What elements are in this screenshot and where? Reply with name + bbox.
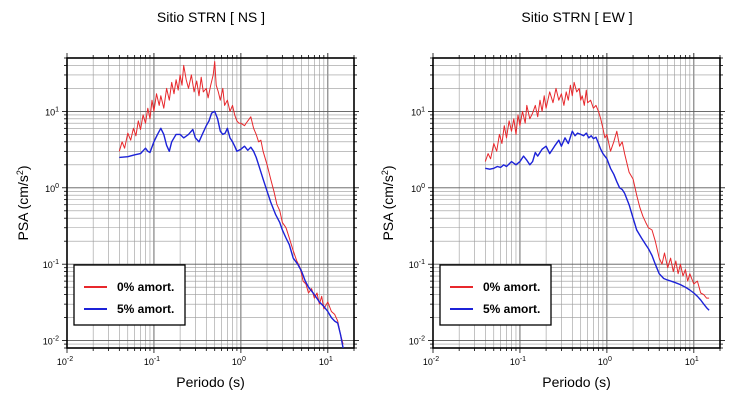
series-line-blue [119, 110, 344, 349]
series-line-red [484, 81, 710, 299]
chart-title: Sitio STRN [ EW ] [521, 9, 632, 25]
y-tick-label: 100 [411, 183, 425, 194]
legend: 0% amort. 5% amort. [73, 264, 186, 326]
legend-label: 5% amort. [117, 302, 174, 316]
legend: 0% amort. 5% amort. [439, 264, 552, 326]
y-tick-label: 10-2 [43, 336, 59, 347]
x-axis-label: Periodo (s) [176, 374, 244, 390]
x-tick-label: 100 [598, 356, 612, 367]
series-line-blue [485, 130, 710, 311]
legend-box [439, 264, 552, 326]
y-axis-label: PSA (cm/s2) [15, 165, 31, 240]
ticks [428, 53, 725, 353]
grid [66, 57, 355, 349]
x-tick-label: 10-2 [423, 356, 439, 367]
x-tick-label: 100 [232, 356, 246, 367]
x-tick-label: 10-1 [144, 356, 160, 367]
legend-label: 0% amort. [117, 280, 174, 294]
y-tick-label: 101 [45, 106, 59, 117]
legend-box [73, 264, 186, 326]
y-tick-label: 10-2 [409, 336, 425, 347]
x-tick-label: 101 [319, 356, 333, 367]
x-tick-label: 10-1 [510, 356, 526, 367]
x-axis-label: Periodo (s) [542, 374, 610, 390]
series-line-red [118, 61, 344, 345]
chart-title: Sitio STRN [ NS ] [157, 9, 265, 25]
y-tick-label: 10-1 [409, 259, 425, 270]
chart-panel-ns: Sitio STRN [ NS ] 10-2 10-1 100 101 10-2 10-1 1… [15, 9, 359, 390]
plot-frame [66, 57, 355, 349]
y-tick-label: 101 [411, 106, 425, 117]
y-tick-label: 10-1 [43, 259, 59, 270]
legend-label: 5% amort. [483, 302, 540, 316]
y-tick-label: 100 [45, 183, 59, 194]
legend-label: 0% amort. [483, 280, 540, 294]
plot-frame [432, 57, 721, 349]
ticks [62, 53, 359, 353]
x-tick-label: 101 [685, 356, 699, 367]
chart-panel-ew: Sitio STRN [ EW ] 10-2 10-1 100 101 10-2 10-1 1… [380, 9, 725, 390]
x-tick-label: 10-2 [57, 356, 73, 367]
y-axis-label: PSA (cm/s2) [380, 165, 396, 240]
